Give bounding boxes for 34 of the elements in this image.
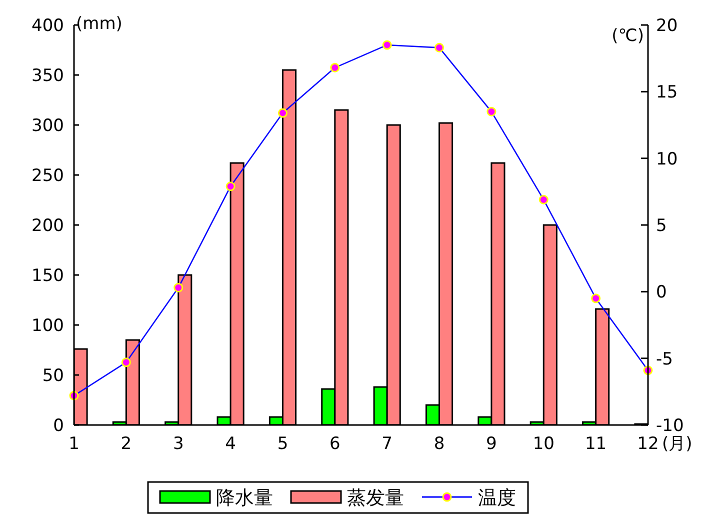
x-tick-label: 3 — [172, 434, 184, 454]
y-tick-label: 0 — [53, 416, 64, 436]
y2-tick-label: 20 — [656, 16, 678, 36]
x-tick-label: 6 — [329, 434, 340, 454]
y-tick-label: 350 — [32, 66, 64, 86]
y2-tick-label: -10 — [656, 416, 684, 436]
x-tick-label: 10 — [532, 434, 554, 454]
y2-tick-label: 0 — [656, 282, 667, 303]
x-tick-label: 11 — [585, 434, 607, 454]
x-tick-label: 9 — [486, 434, 497, 454]
x-tick-label: 4 — [225, 434, 236, 454]
x-tick-label: 5 — [277, 434, 288, 454]
y-tick-label: 300 — [32, 116, 64, 136]
x-axis-title: (月) — [662, 434, 692, 454]
y2-tick-label: -5 — [656, 349, 673, 370]
y-tick-label: 400 — [32, 16, 64, 36]
y-tick-label: 100 — [32, 316, 64, 336]
x-tick-label: 8 — [434, 434, 445, 454]
y-tick-label: 250 — [32, 166, 64, 186]
y2-axis-title: (℃) — [612, 26, 644, 46]
y2-tick-label: 10 — [656, 149, 678, 170]
legend-label: 降水量 — [216, 487, 273, 509]
y2-tick-label: 15 — [656, 82, 678, 103]
x-tick-label: 2 — [120, 434, 132, 454]
legend-label: 蒸发量 — [347, 487, 404, 509]
x-tick-label: 7 — [382, 434, 393, 454]
y-axis-title: (mm) — [76, 14, 122, 34]
x-tick-label: 12 — [637, 434, 659, 454]
legend-label: 温度 — [478, 487, 516, 509]
y-tick-label: 50 — [42, 366, 64, 386]
y-tick-label: 150 — [32, 266, 64, 286]
y-tick-label: 200 — [32, 216, 64, 236]
y2-tick-label: 5 — [656, 216, 667, 236]
x-tick-label: 1 — [68, 434, 80, 454]
